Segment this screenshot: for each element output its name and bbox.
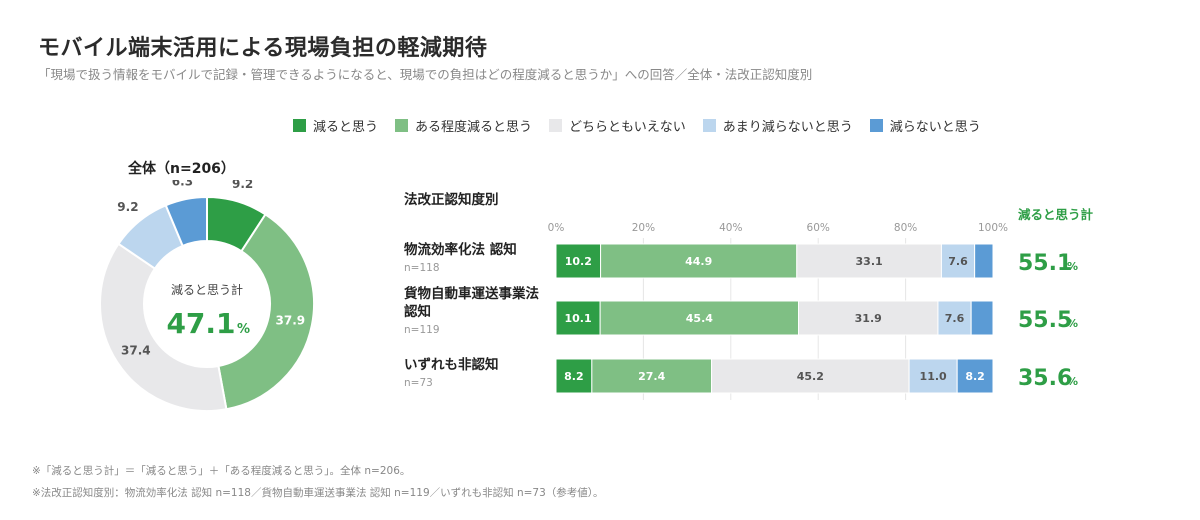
bar-value-label: 11.0 <box>920 370 947 383</box>
row-total-value: 35.6 <box>1018 366 1072 391</box>
bar-value-label: 7.6 <box>948 255 968 268</box>
donut-center-value: 47.1 <box>166 307 235 340</box>
legend-label: ある程度減ると思う <box>415 120 533 135</box>
donut-center-unit: % <box>237 322 250 337</box>
row-total-unit: % <box>1067 375 1078 388</box>
legend-item: あまり減らないと思う <box>702 116 853 135</box>
total-header: 減ると思う計 <box>1018 207 1094 222</box>
donut-slice-label: 37.4 <box>121 343 151 357</box>
bar-value-label: 8.2 <box>965 370 985 383</box>
row-total-unit: % <box>1067 260 1078 273</box>
bar-value-label: 8.2 <box>564 370 584 383</box>
legend-label: 減らないと思う <box>889 120 981 135</box>
footnote-2: ※法改正認知度別：物流効率化法 認知 n=118／貨物自動車運送事業法 認知 n… <box>32 487 604 499</box>
legend-item: ある程度減ると思う <box>395 116 532 135</box>
bar-segment <box>796 243 942 279</box>
donut-slice <box>164 195 208 248</box>
donut-chart: 9.2 37.9 37.4 9.2 6.3 減ると思う計 47.1% <box>99 180 315 412</box>
bar-value-label: 44.9 <box>685 255 712 268</box>
row-label: 貨物自動車運送事業法 <box>404 285 539 302</box>
legend-label: どちらともいえない <box>569 120 686 135</box>
page-subtitle: 「現場で扱う情報をモバイルで記録・管理できるようになると、現場での負担はどの程度… <box>38 67 813 82</box>
chart-legend: 減ると思う ある程度減ると思う どちらともいえない あまり減らないと思う 減らな… <box>293 116 998 135</box>
bar-value-label: 27.4 <box>638 370 665 383</box>
row-total-value: 55.1 <box>1018 251 1072 276</box>
axis-tick-label: 100% <box>978 222 1008 234</box>
bars-section-title: 法改正認知度別 <box>404 192 499 208</box>
row-label: 認知 <box>404 303 431 320</box>
bar-segment <box>600 243 798 279</box>
row-n-label: n=73 <box>404 377 433 389</box>
legend-swatch <box>293 119 306 132</box>
bar-value-label: 45.4 <box>686 312 713 325</box>
donut-title: 全体（n=206） <box>128 161 235 177</box>
legend-swatch <box>395 119 409 132</box>
axis-tick-label: 40% <box>719 222 742 234</box>
bar-value-label: 31.9 <box>855 312 882 325</box>
donut-slice-label: 9.2 <box>232 180 253 191</box>
bar-segment <box>974 243 994 279</box>
bar-value-label: 45.2 <box>797 370 824 383</box>
legend-item: 減ると思う <box>293 116 378 135</box>
legend-label: 減ると思う <box>313 120 379 135</box>
bar-segment <box>798 300 939 336</box>
axis-tick-label: 0% <box>548 222 565 234</box>
axis-tick-label: 20% <box>632 222 655 234</box>
bar-segment <box>970 300 994 336</box>
donut-slice <box>99 242 228 412</box>
legend-item: 減らないと思う <box>869 116 981 135</box>
legend-label: あまり減らないと思う <box>722 120 853 135</box>
row-n-label: n=118 <box>404 262 440 274</box>
donut-slice-label: 37.9 <box>276 314 306 328</box>
donut-slice-label: 9.2 <box>117 200 138 214</box>
footnote-1: ※「減ると思う計」＝「減ると思う」＋「ある程度減ると思う」。全体 n=206。 <box>32 465 411 477</box>
legend-item: どちらともいえない <box>549 116 686 135</box>
bar-segment <box>937 300 972 336</box>
axis-tick-label: 80% <box>894 222 917 234</box>
bar-segment <box>591 358 713 394</box>
legend-swatch <box>702 119 716 132</box>
row-total-value: 55.5 <box>1018 308 1072 333</box>
bar-value-label: 10.2 <box>565 255 592 268</box>
donut-slice <box>217 212 315 411</box>
axis-tick-label: 60% <box>807 222 830 234</box>
row-n-label: n=119 <box>404 324 440 336</box>
row-total-unit: % <box>1067 317 1078 330</box>
bar-value-label: 10.1 <box>564 312 591 325</box>
bar-value-label: 7.6 <box>945 312 965 325</box>
bar-segment <box>711 358 910 394</box>
donut-slice-label: 6.3 <box>172 180 193 188</box>
legend-swatch <box>549 119 563 132</box>
bar-segment <box>555 243 602 279</box>
bar-value-label: 33.1 <box>856 255 883 268</box>
page-title: モバイル端末活用による現場負担の軽減期待 <box>38 36 488 61</box>
legend-swatch <box>869 119 883 132</box>
row-label: 物流効率化法 認知 <box>404 241 517 258</box>
donut-center-label: 減ると思う計 <box>171 282 243 297</box>
row-label: いずれも非認知 <box>404 356 499 373</box>
bar-segment <box>956 358 994 394</box>
